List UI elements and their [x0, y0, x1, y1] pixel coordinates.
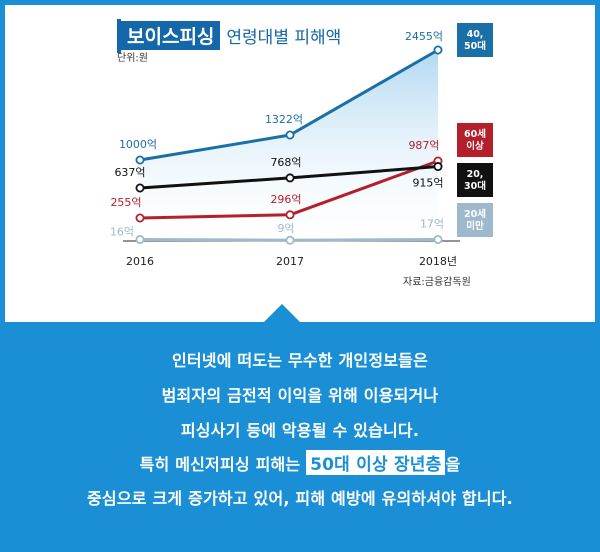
legend-box-60-plus [457, 123, 493, 157]
point-under-20-2 [433, 234, 443, 244]
message-line-4-pre: 특히 메신저피싱 피해는 [139, 455, 307, 474]
legend-label-60-plus-line-1: 이상 [466, 140, 484, 152]
message-panel [5, 322, 595, 547]
point-under-20-1 [285, 235, 295, 245]
legend-label-60-plus: 60세 이상 [464, 128, 486, 152]
point-20-30-1 [285, 173, 295, 183]
legend-label-20-30-line-1: 30대 [464, 180, 486, 192]
point-20-30-2 [433, 162, 443, 172]
value-label-20-30-2: 915억 [412, 177, 443, 190]
point-20-30-0 [135, 183, 145, 193]
value-label-60-plus-2: 987억 [408, 139, 439, 152]
point-60-plus-0 [135, 213, 145, 223]
message-line-2: 범죄자의 금전적 이익을 위해 이용되거나 [161, 386, 439, 405]
value-label-under-20-2: 17억 [420, 217, 444, 230]
legend-label-40-50-line-1: 50대 [464, 40, 486, 52]
legend-box-under-20 [457, 203, 493, 237]
legend-label-20-30-line-0: 20, [467, 169, 484, 180]
point-40-50-2 [433, 45, 443, 55]
chart-area: 보이스피싱 연령대별 피해액 단위:원 2016 2017 2018년 1000억 132… [5, 5, 595, 325]
legend-label-under-20-line-0: 20세 [464, 208, 486, 220]
chart-title-main: 보이스피싱 [121, 21, 221, 50]
point-60-plus-1 [285, 210, 295, 220]
line-chart: 2016 2017 2018년 1000억 1322억 2455억 255억 296억 987억… [110, 23, 493, 268]
source-label: 자료:금융감독원 [403, 277, 471, 288]
x-tick-2018: 2018년 [419, 255, 457, 268]
point-40-50-0 [135, 155, 145, 165]
value-label-40-50-1: 1322억 [265, 113, 303, 126]
legend-box-40-50 [457, 23, 493, 57]
value-label-under-20-1: 9억 [277, 222, 294, 235]
value-label-20-30-1: 768억 [270, 156, 301, 169]
point-40-50-1 [285, 130, 295, 140]
legend-box-20-30 [457, 163, 493, 197]
message-line-4-post: 을 [445, 455, 461, 474]
value-label-20-30-0: 637억 [114, 166, 145, 179]
area-fill-40-50 [140, 50, 438, 241]
legend-label-20-30: 20, 30대 [464, 169, 486, 192]
message-line-3: 피싱사기 등에 악용될 수 있습니다. [180, 421, 420, 440]
x-tick-2017: 2017 [276, 255, 304, 268]
unit-label: 단위:원 [117, 53, 148, 64]
panel-notch [264, 304, 300, 322]
legend-label-40-50: 40, 50대 [464, 29, 486, 52]
highlight-50s-plus: 50대 이상 장년층 [306, 450, 446, 475]
message-line-5: 중심으로 크게 증가하고 있어, 피해 예방에 유의하셔야 합니다. [87, 489, 513, 508]
value-label-40-50-2: 2455억 [405, 30, 443, 43]
x-tick-2016: 2016 [126, 255, 154, 268]
legend-label-60-plus-line-0: 60세 [464, 128, 486, 140]
value-label-60-plus-0: 255억 [110, 196, 141, 209]
value-label-under-20-0: 16억 [110, 226, 134, 239]
legend-label-under-20-line-1: 미만 [466, 220, 484, 232]
chart-title-sub: 연령대별 피해액 [226, 28, 342, 48]
legend-label-40-50-line-0: 40, [467, 29, 484, 40]
message-line-4: 특히 메신저피싱 피해는 50대 이상 장년층 을 [0, 450, 600, 475]
chart-title: 보이스피싱 연령대별 피해액 [117, 19, 350, 53]
point-under-20-0 [135, 235, 145, 245]
legend-label-under-20: 20세 미만 [464, 208, 486, 232]
value-label-60-plus-1: 296억 [270, 193, 301, 206]
message-line-1: 인터넷에 떠도는 무수한 개인정보들은 [171, 351, 429, 370]
value-label-40-50-0: 1000억 [119, 138, 157, 151]
